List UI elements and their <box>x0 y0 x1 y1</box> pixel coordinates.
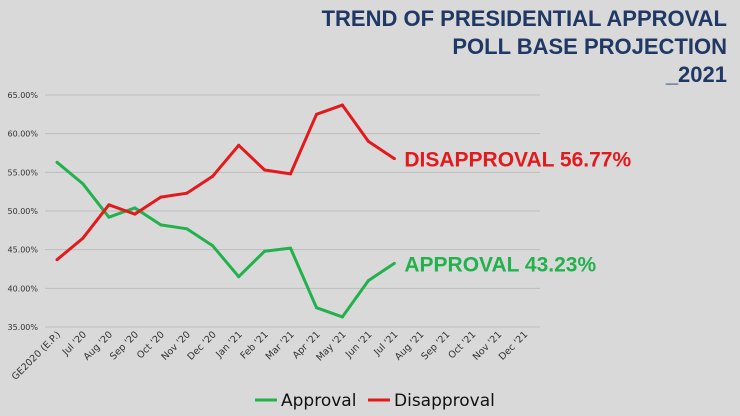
x-tick-label: Mar '21 <box>264 329 297 362</box>
data-point-disapproval <box>289 172 293 176</box>
data-point-approval <box>315 306 318 310</box>
series-line-disapproval <box>56 103 396 261</box>
y-axis-tick-labels: 35.00% 40.00% 45.00% 50.00% 55.00% 60.00% 65.0… <box>7 91 38 332</box>
data-point-disapproval <box>237 143 241 147</box>
data-point-disapproval <box>340 103 344 107</box>
data-point-disapproval <box>366 139 370 143</box>
data-point-approval <box>81 182 85 186</box>
data-point-disapproval <box>159 195 163 199</box>
y-tick-label: 50.00% <box>7 207 38 216</box>
title-line-1: POLL BASE PROJECTION <box>452 34 727 59</box>
title-line-2: _2021 <box>665 62 727 87</box>
data-point-disapproval <box>133 212 137 216</box>
y-tick-label: 60.00% <box>7 130 38 139</box>
data-point-approval <box>263 249 267 253</box>
data-point-disapproval <box>211 174 215 178</box>
data-point-disapproval <box>263 168 267 172</box>
x-tick-label: Sep '20 <box>108 329 141 362</box>
x-tick-label: GE2020 (E.P.) <box>10 329 63 382</box>
data-point-disapproval <box>107 203 111 207</box>
series-lines <box>55 103 396 319</box>
y-tick-label: 35.00% <box>7 323 38 332</box>
data-point-approval <box>392 261 396 265</box>
y-tick-label: 45.00% <box>7 246 38 255</box>
data-point-disapproval <box>81 236 85 240</box>
x-tick-label: Dec '20 <box>186 329 219 362</box>
legend-label-approval: Approval <box>281 391 356 411</box>
data-point-approval <box>133 206 137 210</box>
data-point-approval <box>366 279 370 283</box>
data-point-approval <box>211 244 215 248</box>
data-point-disapproval <box>392 157 396 161</box>
x-tick-label: Dec '21 <box>497 329 530 362</box>
end-label-approval: APPROVAL 43.23% <box>404 253 596 276</box>
data-point-approval <box>55 160 59 164</box>
data-point-approval <box>340 315 344 319</box>
chart-title: TREND OF PRESIDENTIAL APPROVAL POLL BASE … <box>322 6 727 87</box>
end-labels: APPROVAL 43.23% DISAPPROVAL 56.77% <box>404 149 631 277</box>
y-tick-label: 65.00% <box>7 91 38 100</box>
data-point-disapproval <box>315 112 318 116</box>
x-tick-label: Sep '21 <box>419 329 452 362</box>
end-label-disapproval: DISAPPROVAL 56.77% <box>404 149 631 172</box>
data-point-approval <box>159 223 163 227</box>
data-point-approval <box>107 215 111 219</box>
y-tick-label: 55.00% <box>7 168 38 177</box>
data-point-approval <box>289 246 293 250</box>
data-point-disapproval <box>185 191 189 195</box>
data-point-approval <box>185 227 189 231</box>
legend: Approval Disapproval <box>255 391 495 411</box>
title-line-0: TREND OF PRESIDENTIAL APPROVAL <box>322 6 727 31</box>
y-tick-label: 40.00% <box>7 284 38 293</box>
legend-label-disapproval: Disapproval <box>394 391 495 411</box>
x-tick-label: Jun '21 <box>343 329 375 361</box>
series-line-approval <box>56 161 396 319</box>
data-point-disapproval <box>55 258 59 262</box>
gridlines <box>45 94 540 328</box>
data-point-approval <box>237 275 241 279</box>
